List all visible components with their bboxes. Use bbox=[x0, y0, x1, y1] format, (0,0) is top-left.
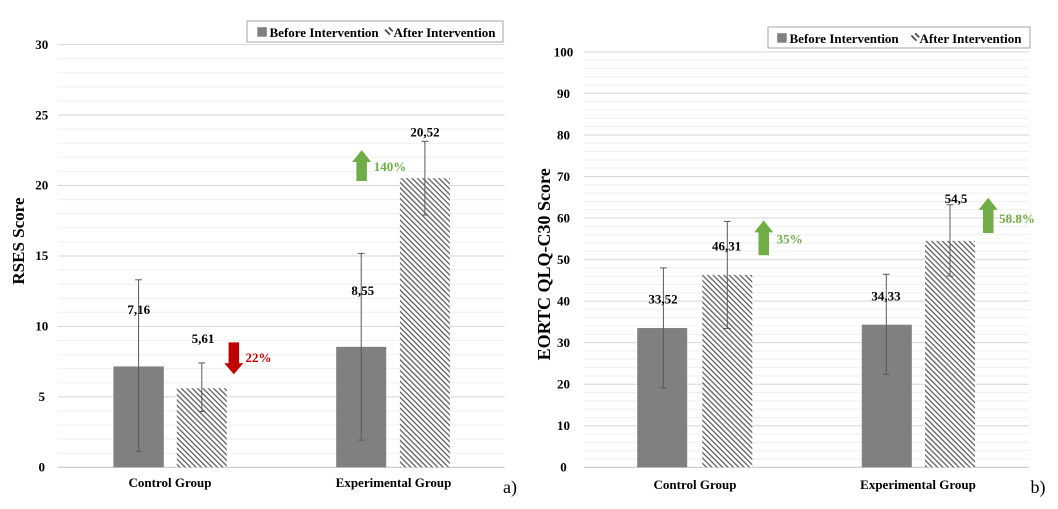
svg-text:22%: 22% bbox=[246, 350, 272, 365]
svg-text:20,52: 20,52 bbox=[410, 125, 439, 140]
svg-text:140%: 140% bbox=[374, 159, 407, 174]
svg-text:Experimental Group: Experimental Group bbox=[336, 475, 452, 490]
svg-text:40: 40 bbox=[557, 294, 570, 309]
svg-text:15: 15 bbox=[35, 248, 49, 263]
svg-text:10: 10 bbox=[557, 418, 570, 433]
svg-text:Experimental Group: Experimental Group bbox=[860, 477, 976, 492]
svg-text:80: 80 bbox=[557, 127, 570, 142]
svg-text:50: 50 bbox=[557, 252, 570, 267]
svg-text:0: 0 bbox=[560, 460, 567, 475]
svg-text:5: 5 bbox=[38, 389, 45, 404]
svg-text:RSES Score: RSES Score bbox=[9, 197, 28, 285]
svg-text:Before Intervention: Before Intervention bbox=[790, 31, 900, 46]
svg-text:b): b) bbox=[1031, 477, 1046, 498]
svg-text:After Intervention: After Intervention bbox=[394, 25, 497, 40]
svg-text:35%: 35% bbox=[777, 232, 803, 247]
svg-text:100: 100 bbox=[554, 44, 574, 59]
svg-text:46,31: 46,31 bbox=[712, 239, 741, 254]
svg-text:0: 0 bbox=[38, 460, 45, 475]
svg-text:a): a) bbox=[503, 477, 517, 498]
svg-text:33,52: 33,52 bbox=[648, 292, 677, 307]
svg-text:Control Group: Control Group bbox=[654, 477, 737, 492]
svg-text:30: 30 bbox=[35, 37, 48, 52]
svg-text:30: 30 bbox=[557, 335, 570, 350]
svg-text:Before Intervention: Before Intervention bbox=[270, 25, 380, 40]
svg-text:25: 25 bbox=[35, 107, 49, 122]
svg-text:90: 90 bbox=[557, 86, 570, 101]
svg-text:60: 60 bbox=[557, 210, 570, 225]
svg-text:20: 20 bbox=[35, 178, 48, 193]
svg-text:58.8%: 58.8% bbox=[999, 211, 1035, 226]
svg-text:EORTC QLQ-C30 Score: EORTC QLQ-C30 Score bbox=[534, 168, 554, 360]
svg-text:34,33: 34,33 bbox=[871, 289, 901, 304]
svg-text:54,5: 54,5 bbox=[945, 191, 968, 206]
svg-text:70: 70 bbox=[557, 169, 570, 184]
svg-text:20: 20 bbox=[557, 377, 570, 392]
svg-text:After Intervention: After Intervention bbox=[920, 31, 1023, 46]
svg-text:7,16: 7,16 bbox=[127, 302, 150, 317]
svg-text:8,55: 8,55 bbox=[351, 283, 374, 298]
svg-text:Control Group: Control Group bbox=[129, 475, 212, 490]
svg-text:5,61: 5,61 bbox=[192, 331, 215, 346]
svg-text:10: 10 bbox=[35, 319, 48, 334]
